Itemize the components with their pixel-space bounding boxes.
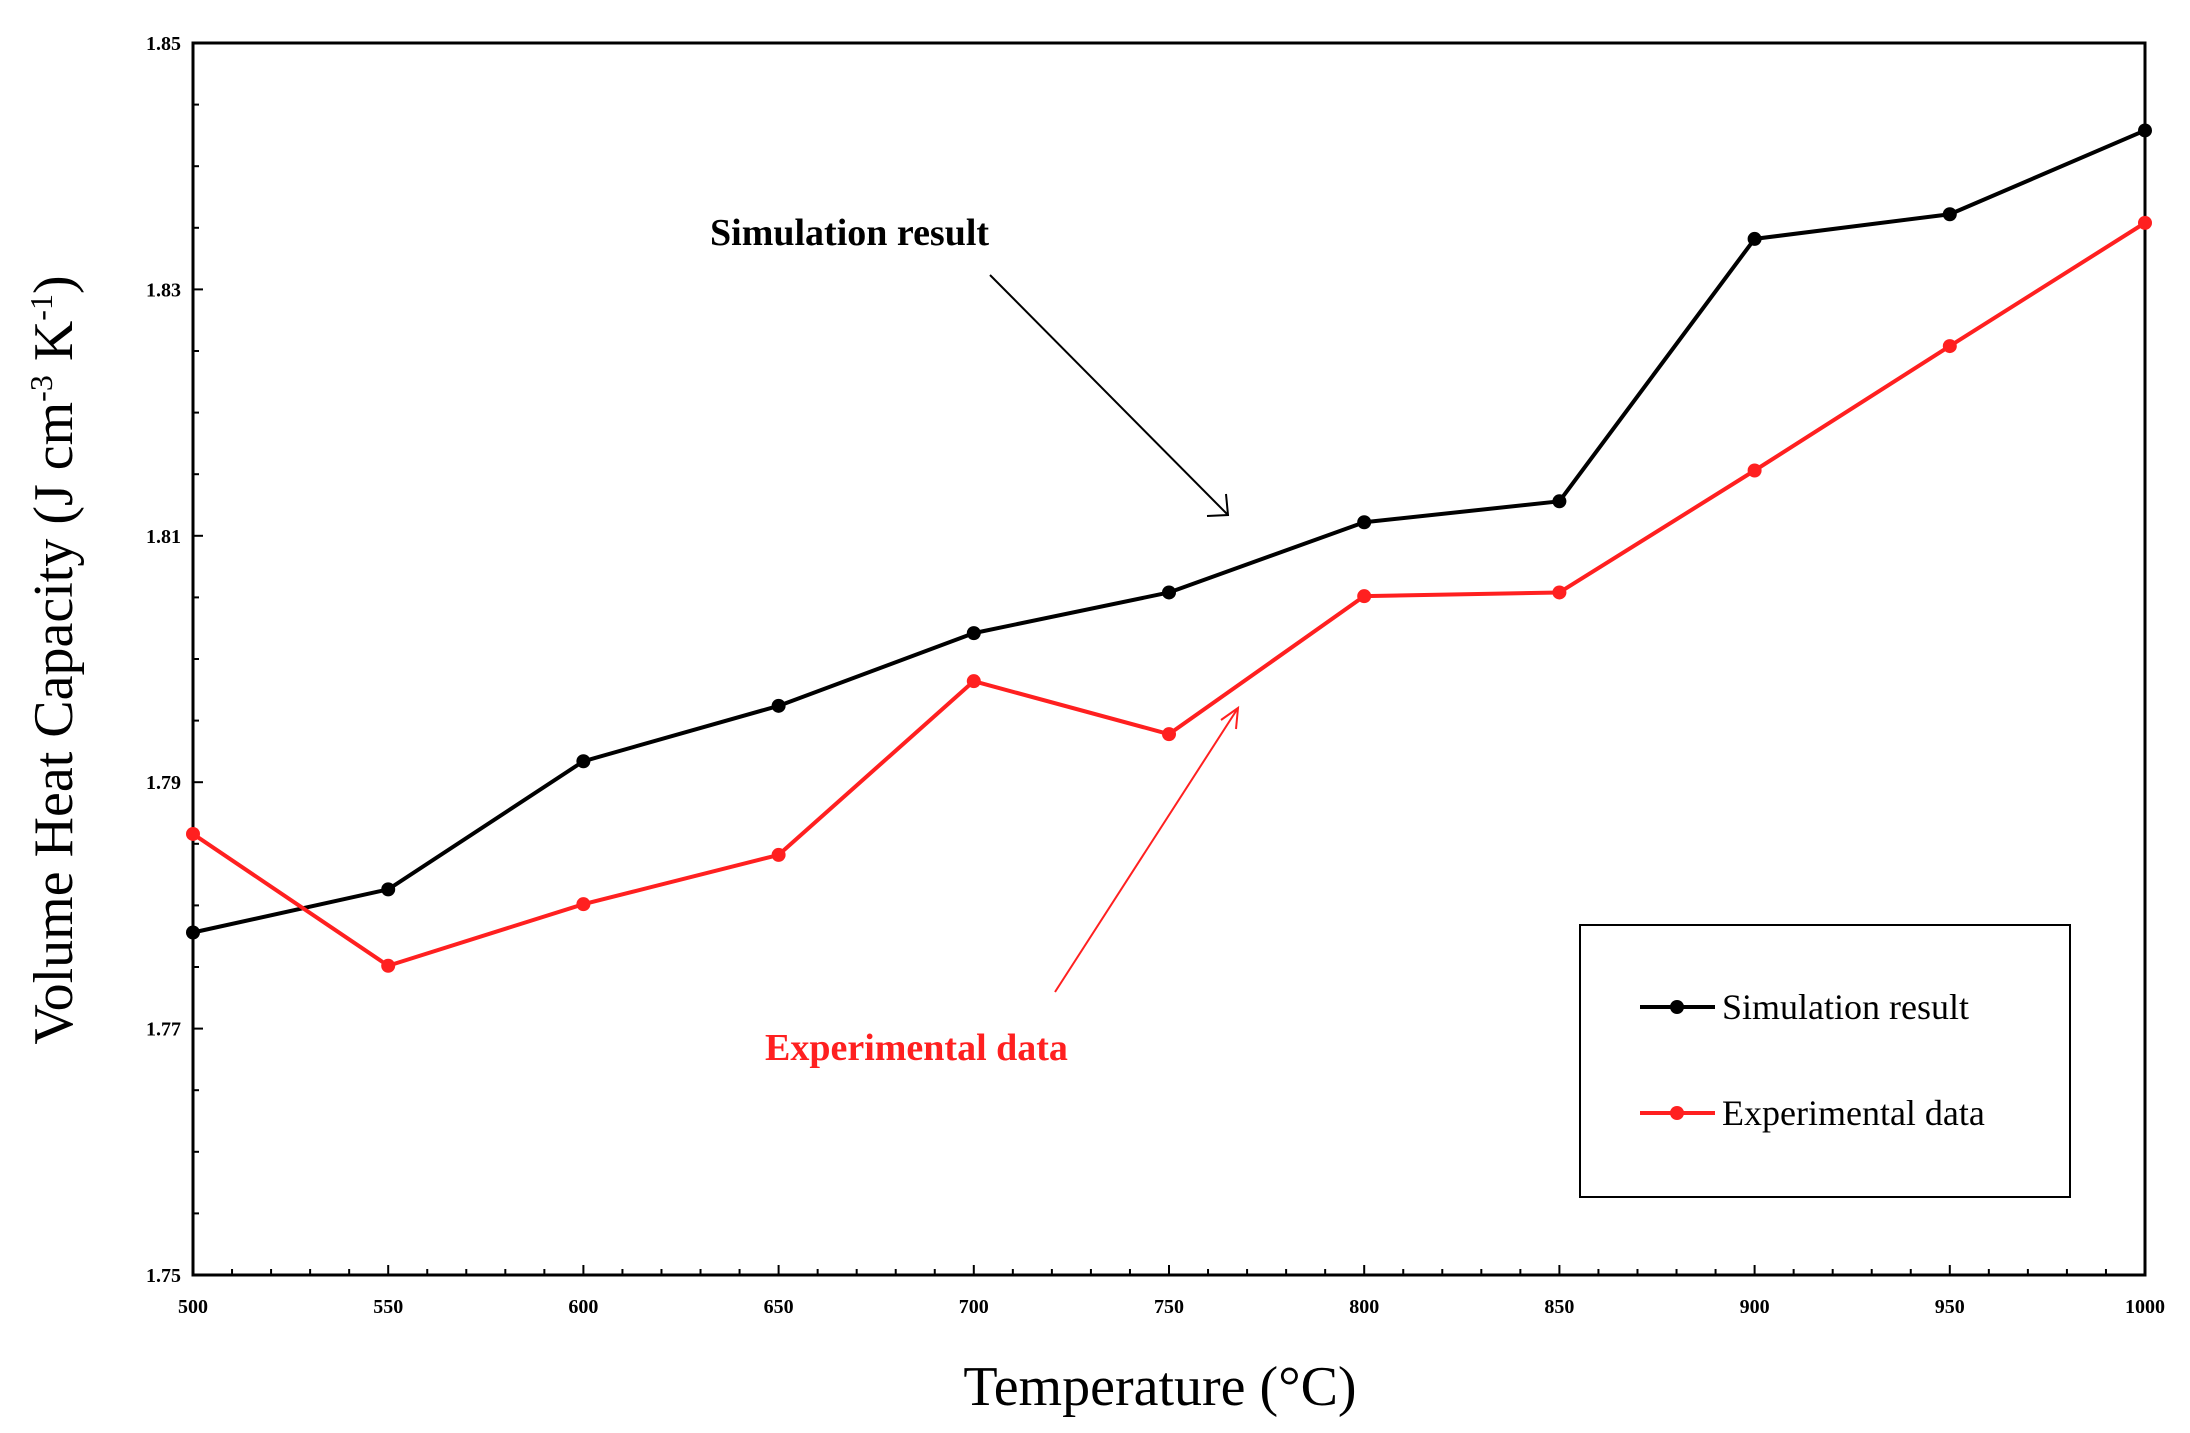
legend-entry-experimental: Experimental data (1640, 1093, 1985, 1133)
x-tick-label: 1000 (2125, 1296, 2165, 1318)
data-point-simulation-result (1357, 515, 1372, 530)
legend-marker-simulation (1670, 1000, 1684, 1014)
annotation-experimental-arrowhead (1220, 705, 1240, 730)
series-layer (186, 123, 2152, 973)
annotation-experimental-arrow (1054, 707, 1239, 993)
y-tick-label: 1.77 (146, 1019, 181, 1041)
data-point-simulation-result (771, 698, 786, 713)
data-point-experimental-data (1747, 463, 1762, 478)
y-tick-label: 1.75 (146, 1265, 181, 1287)
x-tick-label: 800 (1349, 1296, 1379, 1318)
data-point-simulation-result (966, 626, 981, 641)
data-point-experimental-data (381, 958, 396, 973)
data-point-experimental-data (576, 897, 591, 912)
legend: Simulation result Experimental data (1579, 924, 2071, 1198)
data-point-simulation-result (2138, 123, 2152, 138)
x-tick-label: 950 (1935, 1296, 1965, 1318)
x-tick-label: 550 (373, 1296, 403, 1318)
legend-entry-simulation: Simulation result (1640, 987, 1969, 1027)
x-tick-label: 650 (764, 1296, 794, 1318)
y-axis-title: Volume Heat Capacity (J cm-3 K-1) (23, 275, 85, 1044)
annotation-experimental: Experimental data (765, 705, 1240, 1069)
legend-label-simulation: Simulation result (1722, 987, 1969, 1027)
data-point-simulation-result (1942, 207, 1957, 222)
annotation-experimental-label: Experimental data (765, 1027, 1068, 1069)
y-axis-ticks: 1.75 1.77 1.79 1.81 1.83 1.85 (146, 33, 203, 1287)
x-tick-label: 600 (568, 1296, 598, 1318)
data-point-simulation-result (1747, 231, 1762, 246)
y-tick-label: 1.83 (146, 279, 181, 301)
data-point-experimental-data (1357, 589, 1372, 604)
data-point-simulation-result (1552, 494, 1567, 509)
y-tick-label: 1.81 (146, 526, 181, 548)
data-point-experimental-data (186, 826, 200, 841)
annotation-simulation-arrowhead (1206, 493, 1230, 517)
data-point-experimental-data (1552, 585, 1567, 600)
x-tick-label: 750 (1154, 1296, 1184, 1318)
series-line-simulation-result (192, 128, 2146, 935)
x-tick-label: 700 (959, 1296, 989, 1318)
data-point-experimental-data (966, 674, 981, 689)
data-point-experimental-data (1942, 339, 1957, 354)
data-point-experimental-data (771, 847, 786, 862)
y-tick-label: 1.79 (146, 772, 181, 794)
legend-marker-experimental (1670, 1106, 1684, 1120)
annotation-simulation: Simulation result (710, 212, 1230, 517)
annotation-simulation-arrow (989, 274, 1229, 516)
y-axis-title-mid: K (23, 321, 85, 375)
x-tick-label: 500 (178, 1296, 208, 1318)
x-axis-title: Temperature (°C) (963, 1356, 1356, 1418)
legend-box (1579, 924, 2071, 1198)
y-tick-label: 1.85 (146, 33, 181, 55)
y-axis-title-sup2: -1 (23, 294, 59, 321)
legend-label-experimental: Experimental data (1722, 1093, 1985, 1133)
y-axis-title-sup1: -3 (23, 375, 59, 402)
annotation-simulation-label: Simulation result (710, 212, 989, 254)
data-point-simulation-result (1162, 585, 1176, 600)
data-point-simulation-result (576, 754, 591, 769)
x-tick-label: 850 (1544, 1296, 1574, 1318)
x-axis-ticks: 500 550 600 650 700 750 800 850 900 950 1000 (178, 1265, 2165, 1318)
data-point-simulation-result (186, 925, 200, 940)
x-tick-label: 900 (1740, 1296, 1770, 1318)
data-point-simulation-result (381, 882, 396, 897)
data-point-experimental-data (1162, 727, 1176, 742)
y-axis-title-main: Volume Heat Capacity (J cm (23, 402, 85, 1045)
data-point-experimental-data (2138, 215, 2152, 230)
y-axis-title-end: ) (23, 275, 85, 294)
